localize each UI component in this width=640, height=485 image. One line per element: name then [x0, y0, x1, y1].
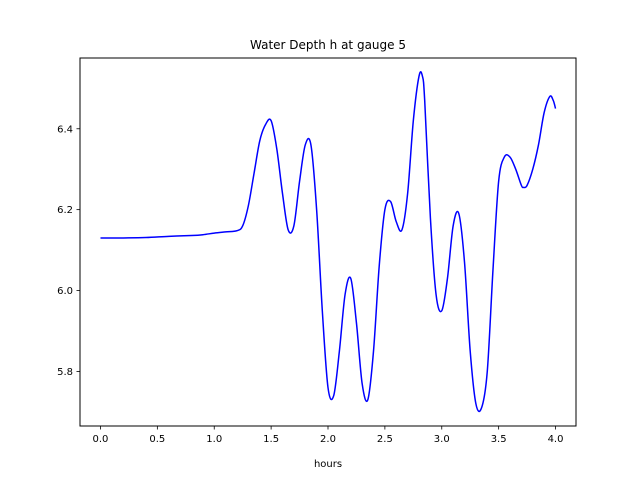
series-layer — [100, 71, 557, 413]
x-tick-label: 2.5 — [377, 434, 393, 445]
y-tick-label: 6.4 — [57, 124, 73, 135]
x-axis-ticks: 0.0 0.5 1.0 1.5 2.0 2.5 3.0 3.5 4.0 — [93, 426, 564, 445]
x-tick-label: 3.5 — [491, 434, 507, 445]
x-tick-label: 0.5 — [149, 434, 165, 445]
x-tick-label: 1.5 — [263, 434, 279, 445]
y-tick-label: 6.2 — [57, 205, 73, 216]
x-tick-label: 4.0 — [548, 434, 564, 445]
x-tick-label: 2.0 — [320, 434, 336, 445]
chart-title: Water Depth h at gauge 5 — [250, 38, 406, 52]
x-tick-label: 3.0 — [434, 434, 450, 445]
x-tick-label: 1.0 — [206, 434, 222, 445]
series-line — [100, 71, 557, 413]
y-tick-label: 6.0 — [57, 286, 73, 297]
x-tick-label: 0.0 — [93, 434, 109, 445]
plot-frame — [79, 57, 577, 427]
y-axis-ticks: 5.8 6.0 6.2 6.4 — [57, 124, 80, 378]
y-tick-label: 5.8 — [57, 367, 73, 378]
x-axis-title: hours — [314, 459, 342, 470]
